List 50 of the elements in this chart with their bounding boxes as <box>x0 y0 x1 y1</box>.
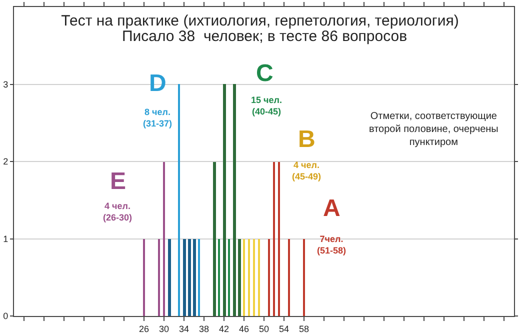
annotation: D <box>149 70 166 97</box>
x-tick-label: 26 <box>138 324 150 334</box>
x-tick-label: 58 <box>298 324 310 334</box>
x-tick-label: 46 <box>238 324 250 334</box>
y-tick-label: 1 <box>3 234 8 244</box>
bar <box>238 239 241 316</box>
bar <box>143 239 145 316</box>
annotation: 8 чел. (31-37) <box>143 107 172 129</box>
annotation: 7чел. (51-58) <box>317 234 346 256</box>
bar <box>288 239 290 316</box>
annotation: A <box>323 195 340 222</box>
bar <box>243 239 245 316</box>
bar <box>233 84 236 316</box>
annotation: E <box>110 168 126 195</box>
bar <box>193 239 196 316</box>
bar <box>248 239 250 316</box>
bar <box>258 239 260 316</box>
text: Писало 38 человек; в тесте 86 вопросов <box>122 28 408 45</box>
chart-title: Тест на практике (ихтиология, герпетология, териология) <box>61 12 459 30</box>
bar <box>253 239 255 316</box>
bar <box>183 239 186 316</box>
x-tick-label: 30 <box>158 324 170 334</box>
y-tick-label: 3 <box>3 79 8 90</box>
x-tick-label: 54 <box>278 324 290 334</box>
bar <box>223 84 226 316</box>
annotation: B <box>298 126 316 153</box>
bar <box>163 162 165 316</box>
bar <box>198 239 200 316</box>
x-tick-label: 34 <box>178 324 190 334</box>
y-tick-label: 0 <box>3 311 8 322</box>
bar <box>213 162 216 316</box>
annotation: Отметки, соответствующие второй половине, очерчены пунктиром <box>369 111 498 148</box>
annotation: C <box>256 60 274 87</box>
bar <box>218 239 220 316</box>
bar <box>168 239 171 316</box>
bar <box>158 239 160 316</box>
annotation: 4 чел. (45-49) <box>292 160 322 182</box>
bar <box>178 84 180 316</box>
x-tick-label: 38 <box>198 324 210 334</box>
annotation: 15 чел. (40-45) <box>251 95 282 117</box>
y-tick-label: 2 <box>3 156 8 167</box>
bar <box>268 239 270 316</box>
x-tick-label: 50 <box>258 324 270 334</box>
annotation: 4 чел. (26-30) <box>103 201 132 223</box>
bar <box>303 239 305 316</box>
bar <box>273 162 275 316</box>
bar <box>188 239 191 316</box>
x-tick-label: 42 <box>218 324 230 334</box>
bar <box>228 239 230 316</box>
bar <box>278 162 280 316</box>
